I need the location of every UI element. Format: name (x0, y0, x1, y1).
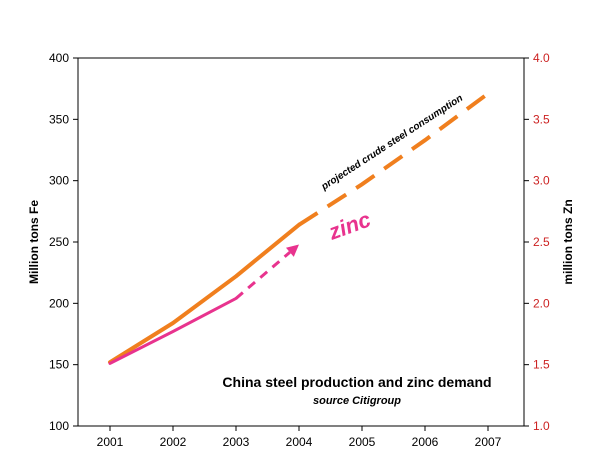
chart-subtitle: source Citigroup (313, 395, 401, 407)
y-tick-label-right: 3.0 (533, 174, 550, 188)
zinc-annotation: zinc (324, 207, 374, 245)
x-tick-label: 2001 (97, 435, 124, 449)
steel-projection-annotation: projected crude steel consumption (319, 93, 465, 193)
y-tick-label-right: 3.5 (533, 112, 550, 126)
steel-actual-line (108, 222, 301, 365)
series-layer (108, 91, 490, 365)
zinc-projected-line (235, 251, 291, 300)
y-tick-label-left: 200 (49, 296, 69, 310)
y-tick-label-left: 250 (49, 235, 69, 249)
y-tick-label-right: 1.5 (533, 358, 550, 372)
y-tick-label-left: 100 (49, 419, 69, 433)
y-tick-label-left: 150 (49, 358, 69, 372)
x-tick-label: 2003 (223, 435, 250, 449)
y-axis-title-left: Million tons Fe (27, 200, 41, 284)
y-axis-title-right: million tons Zn (561, 199, 575, 284)
y-tick-label-left: 400 (49, 51, 69, 65)
ticks-layer: 100 150 200 250 300 350 400 1.0 1.5 2.0 2.5 3.0 3.5 4… (49, 51, 550, 449)
x-tick-label: 2002 (160, 435, 187, 449)
x-tick-label: 2005 (349, 435, 376, 449)
zinc-arrowhead (285, 244, 299, 257)
y-tick-label-left: 300 (49, 174, 69, 188)
chart-title: China steel production and zinc demand (222, 374, 491, 390)
steel-projected-line (297, 91, 490, 227)
y-tick-label-right: 4.0 (533, 51, 550, 65)
x-tick-label: 2006 (412, 435, 439, 449)
x-tick-label: 2007 (475, 435, 502, 449)
y-tick-label-right: 2.0 (533, 296, 550, 310)
zinc-actual-line (108, 296, 238, 365)
x-tick-label: 2004 (286, 435, 313, 449)
y-tick-label-right: 2.5 (533, 235, 550, 249)
y-tick-label-left: 350 (49, 112, 69, 126)
y-tick-label-right: 1.0 (533, 419, 550, 433)
